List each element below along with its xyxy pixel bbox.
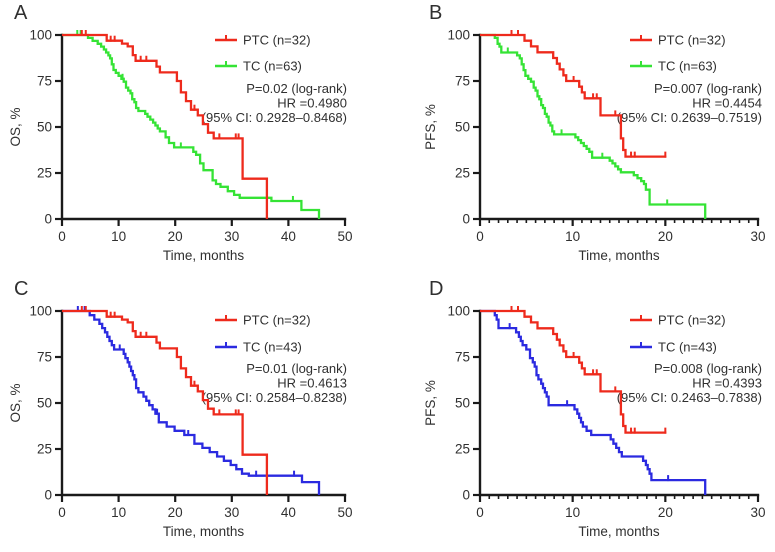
y-tick-label: 25 (37, 442, 52, 457)
y-tick-label: 75 (37, 74, 52, 89)
y-tick-label: 75 (455, 74, 470, 89)
y-tick-label: 50 (455, 396, 470, 411)
legend-item-ptc: PTC (n=32) (215, 33, 311, 48)
x-tick-label: 30 (224, 229, 239, 244)
series-curve-tc (62, 33, 321, 219)
x-tick-label: 10 (565, 229, 580, 244)
panel-D: D 0 25 50 75 100 0 10 20 30 Time, months PFS, % PTC … (423, 278, 766, 539)
x-tick-label: 10 (565, 505, 580, 520)
legend-item-tc: TC (n=43) (215, 340, 302, 355)
series-curve-ptc (480, 309, 667, 434)
y-tick-label: 25 (37, 166, 52, 181)
series-curve-ptc (62, 309, 269, 495)
x-tick-label: 30 (224, 505, 239, 520)
stats-line: HR =0.4980 (277, 96, 347, 111)
legend-label: PTC (n=32) (243, 33, 311, 48)
legend-label: PTC (n=32) (658, 33, 726, 48)
x-tick-label: 10 (111, 505, 126, 520)
series-curve-ptc (62, 33, 269, 219)
panel-label: D (429, 278, 443, 300)
legend-label: PTC (n=32) (243, 313, 311, 328)
x-tick-label: 0 (58, 505, 66, 520)
y-tick-label: 0 (462, 488, 470, 503)
axes (60, 33, 347, 221)
y-tick-label: 50 (455, 120, 470, 135)
x-tick-label: 40 (281, 229, 296, 244)
panel-label: A (14, 2, 28, 24)
legend-item-tc: TC (n=43) (630, 340, 717, 355)
x-tick-label: 40 (281, 505, 296, 520)
series-curve-tc (480, 309, 707, 495)
y-axis-title: OS, % (8, 383, 23, 422)
y-tick-label: 75 (37, 350, 52, 365)
legend-label: TC (n=43) (243, 340, 302, 355)
x-tick-label: 30 (750, 229, 765, 244)
legend-item-tc: TC (n=63) (630, 59, 717, 74)
y-tick-label: 100 (447, 28, 470, 43)
x-tick-label: 20 (168, 229, 183, 244)
y-axis-title: OS, % (8, 107, 23, 146)
stats-line: P=0.02 (log-rank) (246, 81, 347, 96)
y-tick-label: 25 (455, 166, 470, 181)
legend-label: PTC (n=32) (658, 313, 726, 328)
y-axis-title: PFS, % (423, 380, 438, 426)
x-axis-title: Time, months (163, 248, 245, 263)
stats-line: P=0.01 (log-rank) (246, 361, 347, 376)
x-axis-title: Time, months (578, 524, 660, 539)
stats-line: P=0.007 (log-rank) (654, 81, 762, 96)
legend-label: TC (n=43) (658, 340, 717, 355)
x-tick-label: 20 (658, 505, 673, 520)
y-tick-label: 100 (447, 304, 470, 319)
y-tick-label: 0 (462, 212, 470, 227)
x-axis-title: Time, months (578, 248, 660, 263)
stats-line: (95% CI: 0.2463–0.7838) (617, 390, 762, 405)
x-tick-label: 20 (658, 229, 673, 244)
x-tick-label: 50 (337, 505, 352, 520)
panel-label: B (429, 2, 442, 24)
stats-line: HR =0.4393 (692, 376, 762, 391)
x-tick-label: 0 (58, 229, 66, 244)
y-tick-label: 50 (37, 396, 52, 411)
y-tick-label: 100 (29, 28, 52, 43)
stats-line: (95% CI: 0.2928–0.8468) (202, 110, 347, 125)
legend-item-ptc: PTC (n=32) (630, 313, 726, 328)
x-tick-label: 0 (476, 505, 484, 520)
x-tick-label: 0 (476, 229, 484, 244)
y-tick-label: 50 (37, 120, 52, 135)
x-tick-label: 10 (111, 229, 126, 244)
legend-label: TC (n=63) (658, 59, 717, 74)
y-tick-label: 0 (44, 488, 52, 503)
stats-line: HR =0.4454 (692, 96, 762, 111)
x-tick-label: 30 (750, 505, 765, 520)
x-tick-label: 50 (337, 229, 352, 244)
x-tick-label: 20 (168, 505, 183, 520)
panel-B: B 0 25 50 75 100 0 10 20 30 Time, months PFS, % PTC … (423, 2, 766, 263)
panel-label: C (14, 278, 28, 300)
series-curve-tc (480, 33, 707, 219)
stats-line: (95% CI: 0.2639–0.7519) (617, 110, 762, 125)
y-tick-label: 75 (455, 350, 470, 365)
panel-A: A 0 25 50 75 100 0 10 20 30 40 50 Time, months OS, % P… (8, 2, 353, 263)
stats-line: P=0.008 (log-rank) (654, 361, 762, 376)
y-tick-label: 25 (455, 442, 470, 457)
panel-C: C 0 25 50 75 100 0 10 20 30 40 50 Time, months OS, % P… (8, 278, 353, 539)
legend-item-ptc: PTC (n=32) (215, 313, 311, 328)
y-tick-label: 100 (29, 304, 52, 319)
series-curve-tc (62, 309, 321, 495)
series-curve-ptc (480, 33, 667, 158)
stats-line: (95% CI: 0.2584–0.8238) (202, 390, 347, 405)
y-tick-label: 0 (44, 212, 52, 227)
y-axis-title: PFS, % (423, 104, 438, 150)
legend-item-ptc: PTC (n=32) (630, 33, 726, 48)
legend-item-tc: TC (n=63) (215, 59, 302, 74)
x-axis-title: Time, months (163, 524, 245, 539)
legend-label: TC (n=63) (243, 59, 302, 74)
stats-line: HR =0.4613 (277, 376, 347, 391)
